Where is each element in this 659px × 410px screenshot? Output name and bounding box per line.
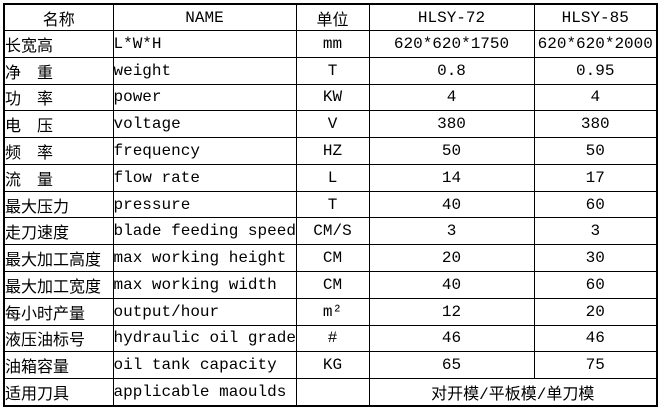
spec-value-hlsy72: 0.8: [368, 56, 535, 85]
spec-unit: HZ: [295, 137, 370, 165]
spec-unit: T: [295, 56, 370, 85]
spec-unit: KW: [295, 83, 370, 112]
spec-name-en: weight: [112, 56, 297, 85]
spec-name-en: L*W*H: [112, 30, 297, 58]
table-row: 油箱容量 oil tank capacity KG 65 75: [3, 351, 658, 380]
spec-unit: CM: [295, 244, 370, 273]
spec-name-en: pressure: [112, 190, 297, 219]
spec-value-hlsy72: 4: [368, 83, 535, 112]
table-row: 走刀速度 blade feeding speed CM/S 3 3: [3, 217, 658, 246]
table-row: 适用刀具 applicable maoulds 对开模/平板模/单刀模: [3, 378, 658, 407]
spec-unit: mm: [295, 30, 370, 58]
table-row: 流 量 flow rate L 14 17: [3, 163, 658, 192]
table-row: 最大加工高度 max working height CM 20 30: [3, 244, 658, 273]
spec-name-en: flow rate: [112, 163, 297, 192]
spec-name-en: oil tank capacity: [112, 351, 297, 380]
spec-unit: L: [295, 163, 370, 192]
spec-value-hlsy85: 60: [533, 271, 658, 299]
spec-table: 名称 NAME 单位 HLSY-72 HLSY-85 长宽高 L*W*H mm …: [3, 3, 658, 407]
spec-value-hlsy72: 46: [368, 324, 535, 353]
spec-unit: KG: [295, 351, 370, 380]
spec-value-hlsy85: 4: [533, 83, 658, 112]
table-row: 每小时产量 output/hour m² 12 20: [3, 297, 658, 326]
spec-name-cn: 最大压力: [3, 190, 114, 219]
spec-value-hlsy85: 46: [533, 324, 658, 353]
spec-value-hlsy85: 3: [533, 217, 658, 246]
spec-name-en: max working height: [112, 244, 297, 273]
spec-value-hlsy72: 50: [368, 137, 535, 165]
spec-name-en: power: [112, 83, 297, 112]
table-row: 最大压力 pressure T 40 60: [3, 190, 658, 219]
spec-value-hlsy85: 0.95: [533, 56, 658, 85]
spec-value-hlsy85: 30: [533, 244, 658, 273]
spec-value-hlsy85: 20: [533, 297, 658, 326]
spec-unit: T: [295, 190, 370, 219]
col-header-model-hlsy85: HLSY-85: [533, 3, 658, 31]
spec-value-hlsy72: 3: [368, 217, 535, 246]
spec-name-en: hydraulic oil grade: [112, 324, 297, 353]
spec-name-en: voltage: [112, 110, 297, 139]
header-row: 名称 NAME 单位 HLSY-72 HLSY-85: [3, 3, 658, 31]
spec-name-cn: 最大加工宽度: [3, 271, 114, 299]
spec-name-cn: 走刀速度: [3, 217, 114, 246]
spec-name-cn: 每小时产量: [3, 297, 114, 326]
spec-name-en: blade feeding speed: [112, 217, 297, 246]
spec-value-hlsy72: 620*620*1750: [368, 30, 535, 58]
spec-value-hlsy85: 17: [533, 163, 658, 192]
table-row: 长宽高 L*W*H mm 620*620*1750 620*620*2000: [3, 30, 658, 58]
spec-unit: #: [295, 324, 370, 353]
spec-unit: CM: [295, 271, 370, 299]
spec-name-cn: 最大加工高度: [3, 244, 114, 273]
spec-name-cn: 适用刀具: [3, 378, 114, 407]
spec-value-hlsy85: 620*620*2000: [533, 30, 658, 58]
table-row: 最大加工宽度 max working width CM 40 60: [3, 271, 658, 299]
spec-name-en: output/hour: [112, 297, 297, 326]
spec-unit: CM/S: [295, 217, 370, 246]
spec-name-en: applicable maoulds: [112, 378, 297, 407]
spec-name-cn: 频 率: [3, 137, 114, 165]
col-header-name-en: NAME: [112, 3, 297, 31]
spec-value-hlsy85: 50: [533, 137, 658, 165]
spec-value-hlsy72: 12: [368, 297, 535, 326]
spec-value-hlsy72: 40: [368, 271, 535, 299]
table-row: 液压油标号 hydraulic oil grade # 46 46: [3, 324, 658, 353]
col-header-name-cn: 名称: [3, 3, 114, 31]
col-header-unit: 单位: [295, 3, 370, 31]
spec-name-cn: 长宽高: [3, 30, 114, 58]
spec-unit: m²: [295, 297, 370, 326]
spec-name-cn: 功 率: [3, 83, 114, 112]
col-header-model-hlsy72: HLSY-72: [368, 3, 535, 31]
spec-value-hlsy72: 20: [368, 244, 535, 273]
spec-name-cn: 电 压: [3, 110, 114, 139]
spec-value-hlsy85: 75: [533, 351, 658, 380]
spec-name-cn: 流 量: [3, 163, 114, 192]
spec-value-merged: 对开模/平板模/单刀模: [368, 378, 658, 407]
table-row: 电 压 voltage V 380 380: [3, 110, 658, 139]
table-row: 功 率 power KW 4 4: [3, 83, 658, 112]
spec-name-en: frequency: [112, 137, 297, 165]
spec-value-hlsy72: 380: [368, 110, 535, 139]
spec-value-hlsy72: 65: [368, 351, 535, 380]
spec-name-cn: 净 重: [3, 56, 114, 85]
spec-unit: V: [295, 110, 370, 139]
spec-value-hlsy85: 60: [533, 190, 658, 219]
spec-value-hlsy85: 380: [533, 110, 658, 139]
spec-name-en: max working width: [112, 271, 297, 299]
spec-value-hlsy72: 14: [368, 163, 535, 192]
spec-unit: [295, 378, 370, 407]
table-row: 频 率 frequency HZ 50 50: [3, 137, 658, 165]
spec-name-cn: 液压油标号: [3, 324, 114, 353]
table-row: 净 重 weight T 0.8 0.95: [3, 56, 658, 85]
spec-name-cn: 油箱容量: [3, 351, 114, 380]
spec-value-hlsy72: 40: [368, 190, 535, 219]
